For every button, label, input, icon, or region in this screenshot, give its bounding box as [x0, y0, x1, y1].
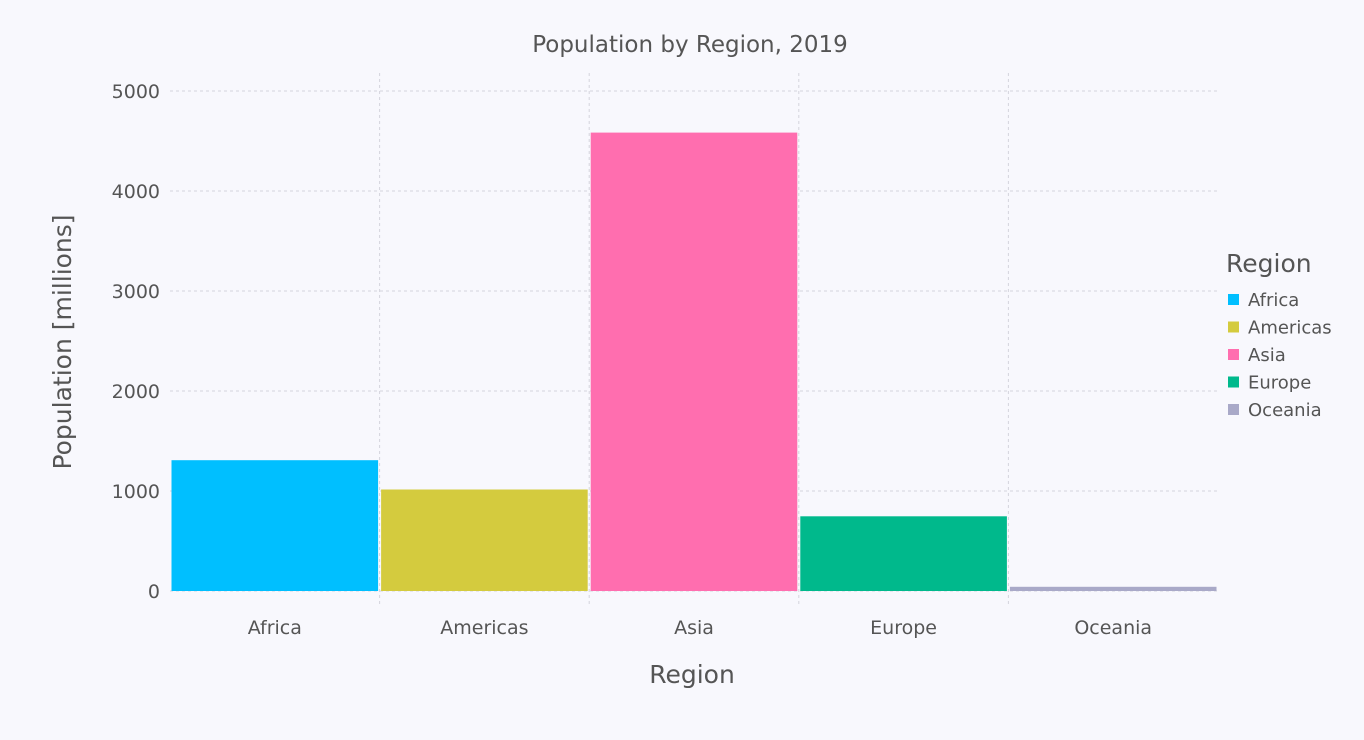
- legend-label-americas: Americas: [1248, 318, 1332, 339]
- legend-swatch-asia: [1228, 349, 1239, 360]
- legend-label-africa: Africa: [1248, 290, 1299, 311]
- bar-oceania: [1009, 586, 1217, 591]
- y-tick-label: 4000: [112, 181, 160, 203]
- y-tick-label: 2000: [112, 381, 160, 403]
- x-tick-label-africa: Africa: [248, 617, 302, 639]
- legend-label-europe: Europe: [1248, 373, 1311, 394]
- legend-swatch-americas: [1228, 321, 1239, 333]
- x-tick-label-oceania: Oceania: [1074, 617, 1152, 639]
- x-tick-label-europe: Europe: [870, 617, 937, 639]
- y-axis-title: Population [millions]: [48, 214, 77, 469]
- x-axis-ticks: Africa Americas Asia Europe Oceania: [248, 617, 1152, 639]
- legend: Region Africa Americas Asia Europe Oceania: [1226, 249, 1332, 421]
- bars: [171, 132, 1217, 591]
- bar-africa: [171, 460, 379, 591]
- x-axis-title: Region: [649, 660, 735, 689]
- legend-label-oceania: Oceania: [1248, 400, 1322, 421]
- y-tick-label: 3000: [112, 281, 160, 303]
- bar-asia: [590, 132, 798, 591]
- y-tick-label: 0: [148, 581, 160, 603]
- y-tick-label: 1000: [112, 481, 160, 503]
- y-axis-ticks: 0 1000 2000 3000 4000 5000: [112, 81, 160, 603]
- legend-swatch-europe: [1228, 376, 1239, 388]
- x-tick-label-americas: Americas: [440, 617, 528, 639]
- legend-title: Region: [1226, 249, 1312, 278]
- y-tick-label: 5000: [112, 81, 160, 103]
- legend-items: Africa Americas Asia Europe Oceania: [1228, 290, 1332, 421]
- x-tick-label-asia: Asia: [674, 617, 714, 639]
- legend-swatch-africa: [1228, 294, 1239, 305]
- bar-europe: [800, 516, 1007, 591]
- bar-americas: [381, 489, 588, 591]
- legend-swatch-oceania: [1228, 404, 1239, 415]
- chart-title: Population by Region, 2019: [532, 32, 848, 58]
- legend-label-asia: Asia: [1248, 345, 1286, 366]
